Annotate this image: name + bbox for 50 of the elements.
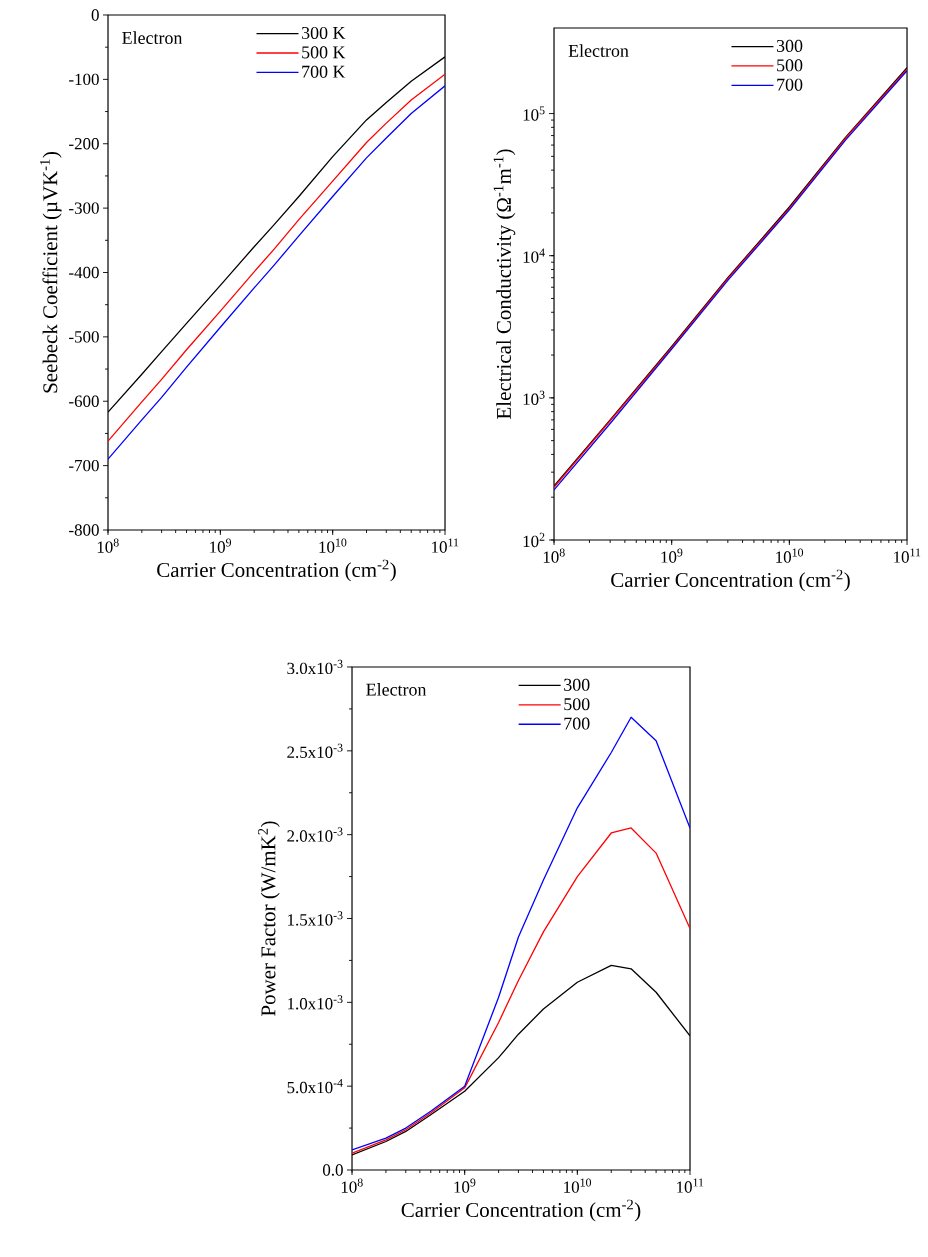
y-tick-label: 10$^{4}$ bbox=[523, 248, 545, 263]
x-tick-label: 10$^{9}$ bbox=[454, 1178, 476, 1193]
y-tick-label: 3.0x10$^{-3}$ bbox=[287, 659, 343, 675]
x-axis-title: Carrier Concentration (cm$^{-2}$) bbox=[157, 559, 396, 582]
y-tick-label: -500 bbox=[69, 331, 99, 343]
y-tick-label: -600 bbox=[69, 395, 99, 407]
y-tick-label: 1.0x10$^{-3}$ bbox=[288, 995, 343, 1010]
y-tick-label: -700 bbox=[69, 459, 99, 472]
legend-label: 700 bbox=[777, 78, 803, 91]
x-tick-label: 10$^{11}$ bbox=[677, 1178, 704, 1193]
legend-label: 700 K bbox=[302, 65, 346, 78]
x-tick-label: 10$^{9}$ bbox=[661, 548, 683, 563]
annotation: Electron bbox=[366, 683, 427, 696]
y-tick-label: -300 bbox=[69, 202, 99, 214]
x-axis-title: Carrier Concentration (cm$^{-2}$) bbox=[401, 1199, 641, 1222]
x-tick-label: 10$^{10}$ bbox=[564, 1178, 592, 1193]
y-tick-label: 10$^{5}$ bbox=[523, 106, 545, 121]
x-tick-label: 10$^{10}$ bbox=[319, 538, 347, 553]
legend-label: 300 bbox=[776, 39, 803, 52]
y-tick-label: 0 bbox=[91, 9, 99, 21]
annotation: Electron bbox=[568, 44, 629, 57]
y-tick-label: 5.0x10$^{-4}$ bbox=[287, 1079, 343, 1094]
y-axis-title: Power Factor (W/mK$^{2}$) bbox=[258, 821, 280, 1016]
annotation: Electron bbox=[122, 31, 183, 44]
x-tick-label: 10$^{9}$ bbox=[210, 538, 232, 553]
legend-label: 500 K bbox=[302, 46, 346, 59]
x-tick-label: 10$^{8}$ bbox=[341, 1178, 363, 1193]
y-axis-title: Seebeck Coefficient (µVK$^{-1}$) bbox=[39, 152, 62, 393]
y-tick-label: 10$^{3}$ bbox=[523, 390, 545, 405]
y-tick-label: -400 bbox=[69, 266, 99, 279]
y-tick-label: -200 bbox=[69, 138, 99, 150]
x-tick-label: 10$^{8}$ bbox=[543, 548, 565, 563]
y-tick-label: 2.0x10$^{-3}$ bbox=[287, 827, 343, 842]
legend-label: 500 bbox=[564, 698, 590, 711]
y-tick-label: -100 bbox=[69, 73, 99, 86]
x-tick-label: 10$^{8}$ bbox=[97, 538, 119, 553]
x-axis-title: Carrier Concentration (cm$^{-2}$) bbox=[611, 569, 850, 592]
x-tick-label: 10$^{11}$ bbox=[894, 548, 921, 563]
legend-label: 500 bbox=[777, 59, 803, 72]
y-axis-title: Electrical Conductivity (Ω$^{-1}$m$^{-1}$) bbox=[493, 149, 516, 419]
y-tick-label: 2.5x10$^{-3}$ bbox=[287, 743, 343, 758]
legend-label: 700 bbox=[564, 717, 590, 730]
x-tick-label: 10$^{10}$ bbox=[776, 548, 804, 563]
x-tick-label: 10$^{11}$ bbox=[432, 538, 459, 553]
legend-label: 300 K bbox=[302, 26, 346, 39]
y-tick-label: 1.5x10$^{-3}$ bbox=[288, 911, 343, 926]
legend-label: 300 bbox=[564, 678, 590, 691]
y-tick-label: 0.0 bbox=[322, 1164, 343, 1176]
y-tick-label: -800 bbox=[69, 524, 99, 536]
y-tick-label: 10$^{2}$ bbox=[523, 532, 545, 548]
